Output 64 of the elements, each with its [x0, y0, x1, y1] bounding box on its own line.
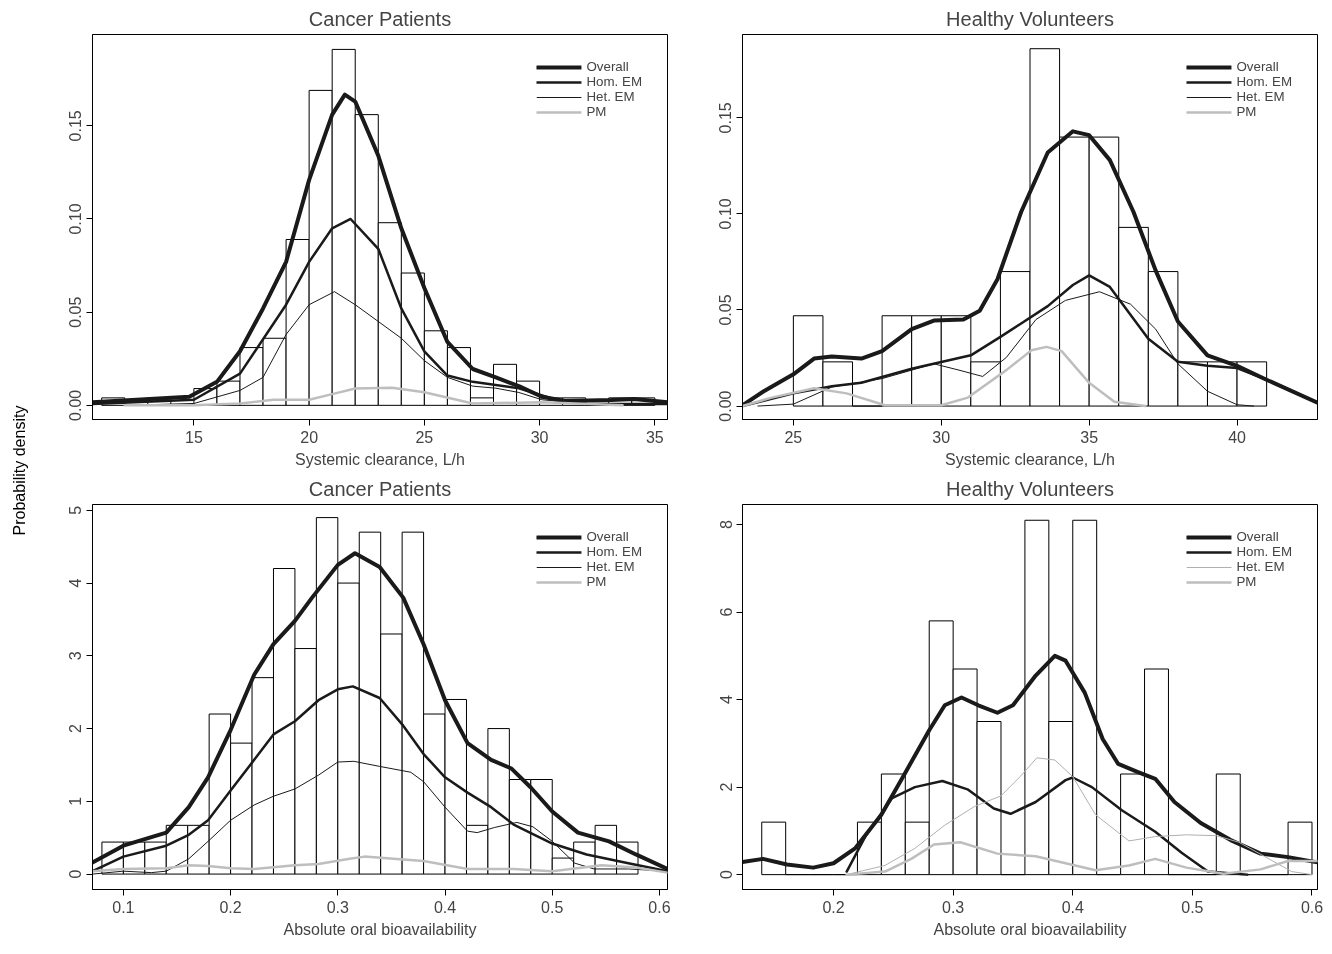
x-tick-label: 35: [645, 428, 664, 446]
chart-title: Cancer Patients: [308, 7, 452, 30]
y-tick-label: 0.05: [717, 294, 735, 326]
legend-label: Overall: [1236, 529, 1279, 544]
y-tick-label: 0.15: [717, 102, 735, 134]
y-tick-label: 4: [717, 695, 735, 705]
legend-label: PM: [1236, 104, 1257, 119]
x-tick-label: 25: [415, 428, 434, 446]
x-tick-label: 25: [784, 428, 803, 446]
x-tick-label: 30: [530, 428, 549, 446]
y-tick-label: 0: [67, 869, 85, 879]
legend-label: PM: [586, 104, 607, 119]
x-tick-label: 0.2: [822, 898, 845, 916]
legend-label: Hom. EM: [586, 544, 642, 559]
legend-label: PM: [1236, 574, 1257, 589]
x-tick-label: 0.5: [1181, 898, 1204, 916]
x-tick-label: 0.4: [433, 898, 457, 916]
y-tick-label: 5: [67, 505, 85, 515]
x-tick-label: 0.4: [1061, 898, 1084, 916]
x-tick-label: 0.6: [648, 898, 671, 916]
legend-label: Het. EM: [586, 559, 635, 574]
chart-title: Healthy Volunteers: [946, 7, 1114, 30]
x-tick-label: 0.6: [1300, 898, 1324, 916]
x-tick-label: 15: [185, 428, 203, 446]
y-tick-label: 0.00: [717, 390, 735, 422]
y-tick-label: 6: [717, 607, 735, 617]
y-tick-label: 3: [67, 651, 85, 661]
y-tick-label: 4: [67, 578, 85, 588]
legend-label: Het. EM: [586, 89, 635, 104]
x-axis-title: Absolute oral bioavailability: [933, 920, 1127, 938]
x-tick-label: 0.3: [326, 898, 350, 916]
legend-label: Overall: [1236, 59, 1279, 74]
y-tick-label: 0.10: [717, 198, 735, 230]
y-tick-label: 0.00: [67, 389, 85, 421]
x-tick-label: 0.5: [541, 898, 564, 916]
x-tick-label: 0.2: [219, 898, 242, 916]
x-axis-title: Absolute oral bioavailability: [283, 920, 477, 938]
legend-label: Overall: [586, 529, 629, 544]
legend-label: Hom. EM: [586, 74, 642, 89]
y-tick-label: 2: [717, 782, 735, 792]
x-axis-title: Systemic clearance, L/h: [945, 450, 1115, 468]
legend-label: PM: [586, 574, 607, 589]
y-tick-label: 0.05: [67, 296, 85, 328]
legend-label: Hom. EM: [1236, 74, 1292, 89]
x-tick-label: 35: [1080, 428, 1099, 446]
y-tick-label: 2: [67, 724, 85, 734]
y-axis-title: Probability density: [11, 405, 29, 536]
x-axis-title: Systemic clearance, L/h: [295, 450, 465, 468]
x-tick-label: 30: [932, 428, 951, 446]
y-tick-label: 0: [717, 870, 735, 880]
x-tick-label: 20: [300, 428, 319, 446]
x-tick-label: 0.3: [942, 898, 965, 916]
legend-label: Het. EM: [1236, 559, 1285, 574]
legend-label: Overall: [586, 59, 629, 74]
x-tick-label: 40: [1228, 428, 1247, 446]
chart-title: Cancer Patients: [308, 477, 452, 500]
y-tick-label: 1: [67, 796, 85, 806]
y-tick-label: 0.15: [67, 110, 85, 142]
y-tick-label: 0.10: [67, 203, 85, 235]
chart-title: Healthy Volunteers: [946, 477, 1114, 500]
y-tick-label: 8: [717, 520, 735, 530]
legend-label: Hom. EM: [1236, 544, 1292, 559]
legend-label: Het. EM: [1236, 89, 1285, 104]
x-tick-label: 0.1: [112, 898, 135, 916]
